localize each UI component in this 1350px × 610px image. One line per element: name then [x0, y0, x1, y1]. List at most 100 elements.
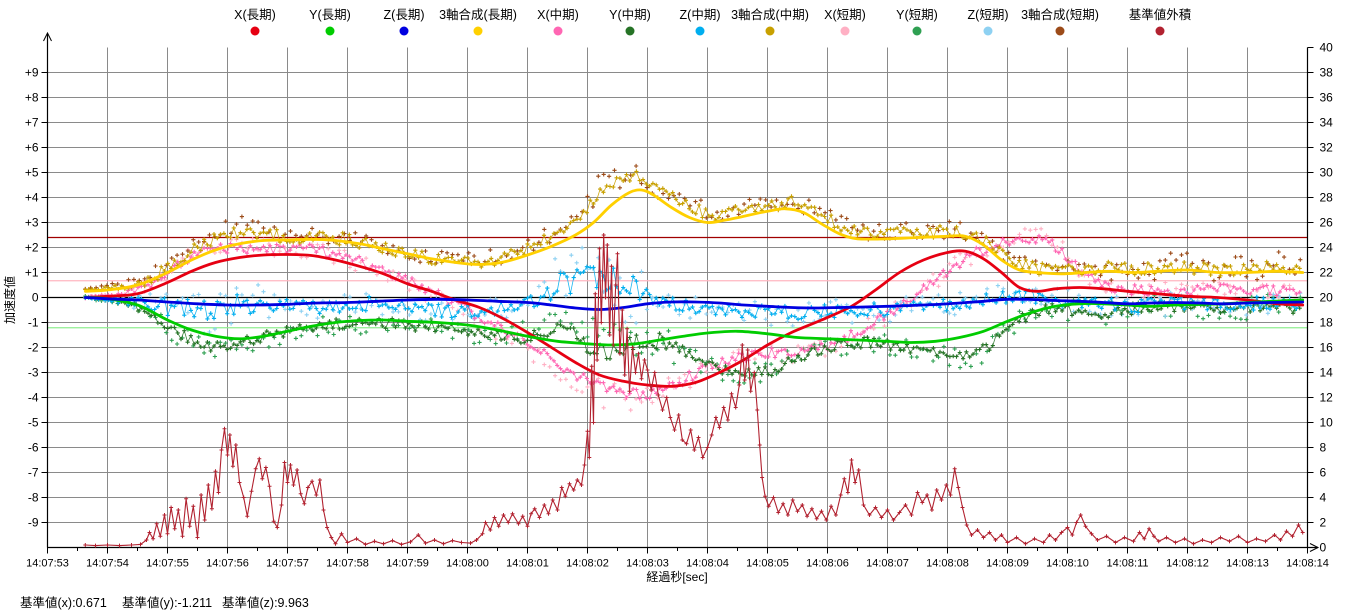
- right-tick-label: 28: [1320, 191, 1334, 205]
- legend-item-mag-mid: 3軸合成(中期): [731, 7, 809, 36]
- x-tick-label: 14:08:06: [806, 558, 849, 570]
- right-tick-label: 4: [1320, 491, 1327, 505]
- x-axis-title: 経過秒[sec]: [646, 570, 707, 584]
- left-tick-label: +4: [25, 191, 39, 205]
- legend-dot: [912, 26, 922, 36]
- base-value-x: 基準値(x):0.671: [20, 596, 107, 610]
- left-tick-label: +6: [25, 141, 39, 155]
- base-value-y: 基準値(y):-1.211: [122, 596, 213, 610]
- x-tick-label: 14:08:07: [866, 558, 909, 570]
- legend-dot: [553, 26, 563, 36]
- right-tick-label: 16: [1320, 341, 1334, 355]
- left-tick-label: -6: [28, 441, 39, 455]
- legend-dot: [1155, 26, 1165, 36]
- x-tick-label: 14:07:59: [386, 558, 429, 570]
- x-tick-label: 14:08:03: [626, 558, 669, 570]
- x-tick-label: 14:08:14: [1286, 558, 1329, 570]
- legend-dot: [983, 26, 993, 36]
- status-bar: 基準値(x):0.671 基準値(y):-1.211 基準値(z):9.963: [0, 592, 1350, 610]
- left-tick-label: 0: [32, 291, 39, 305]
- right-tick-label: 14: [1320, 366, 1334, 380]
- legend-item-x-short: X(短期): [824, 8, 866, 36]
- legend-item-y-short: Y(短期): [896, 8, 938, 36]
- right-tick-label: 34: [1320, 116, 1334, 130]
- right-tick-label: 2: [1320, 516, 1327, 530]
- x-tick-label: 14:07:54: [86, 558, 129, 570]
- right-tick-label: 22: [1320, 266, 1334, 280]
- legend-item-mag-short: 3軸合成(短期): [1021, 7, 1099, 36]
- legend-label: X(短期): [824, 8, 866, 22]
- x-tick-label: 14:08:09: [986, 558, 1029, 570]
- left-tick-label: +7: [25, 116, 39, 130]
- left-tick-label: +1: [25, 266, 39, 280]
- legend: X(短期) Y(短期) Z(短期) 3軸合成(短期) X(中期) Y(中期) Z(中期) 3軸…: [234, 7, 1192, 36]
- left-tick-label: -5: [28, 416, 39, 430]
- legend-label: Y(短期): [896, 8, 938, 22]
- x-tick-label: 14:08:13: [1226, 558, 1269, 570]
- x-tick-label: 14:07:57: [266, 558, 309, 570]
- right-tick-label: 10: [1320, 416, 1334, 430]
- right-tick-label: 0: [1320, 541, 1327, 555]
- left-tick-label: +3: [25, 216, 39, 230]
- legend-label: 3軸合成(長期): [439, 7, 517, 22]
- right-tick-label: 24: [1320, 241, 1334, 255]
- series-mag-long: [83, 188, 1305, 293]
- legend-dot: [625, 26, 635, 36]
- left-tick-label: +5: [25, 166, 39, 180]
- y-axis-title: 加速度値: [2, 276, 17, 324]
- x-tick-label: 14:08:12: [1166, 558, 1209, 570]
- right-tick-label: 26: [1320, 216, 1334, 230]
- right-tick-label: 18: [1320, 316, 1334, 330]
- legend-label: 基準値外積: [1129, 7, 1192, 22]
- legend-item-z-long: Z(長期): [384, 8, 424, 36]
- legend-dot: [399, 26, 409, 36]
- legend-dot: [765, 26, 775, 36]
- right-tick-label: 32: [1320, 141, 1334, 155]
- legend-label: 3軸合成(短期): [1021, 7, 1099, 22]
- legend-dot: [250, 26, 260, 36]
- right-tick-label: 12: [1320, 391, 1334, 405]
- legend-item-z-mid: Z(中期): [680, 7, 721, 36]
- left-tick-label: -4: [28, 391, 39, 405]
- right-tick-label: 6: [1320, 466, 1327, 480]
- x-tick-label: 14:07:53: [26, 558, 69, 570]
- left-tick-label: +9: [25, 66, 39, 80]
- legend-item-y-mid: Y(中期): [609, 7, 651, 36]
- left-tick-label: -2: [28, 341, 39, 355]
- legend-item-x-long: X(長期): [234, 8, 276, 36]
- series-cross-product: [83, 233, 1305, 548]
- left-tick-label: -9: [28, 516, 39, 530]
- x-tick-label: 14:08:00: [446, 558, 489, 570]
- legend-label: 3軸合成(中期): [731, 7, 809, 22]
- legend-dot: [1055, 26, 1065, 36]
- x-tick-label: 14:08:11: [1106, 558, 1148, 570]
- legend-item-x-mid: X(中期): [537, 7, 579, 36]
- right-tick-label: 20: [1320, 291, 1334, 305]
- legend-label: Y(長期): [309, 8, 351, 22]
- legend-item-mag-long: 3軸合成(長期): [439, 7, 517, 36]
- right-tick-label: 36: [1320, 91, 1334, 105]
- left-tick-label: +8: [25, 91, 39, 105]
- legend-label: X(中期): [537, 7, 579, 22]
- x-tick-label: 14:07:56: [206, 558, 249, 570]
- x-tick-label: 14:08:04: [686, 558, 729, 570]
- left-tick-label: +2: [25, 241, 39, 255]
- axes: [41, 31, 1320, 554]
- legend-dot: [840, 26, 850, 36]
- right-tick-label: 40: [1320, 41, 1334, 55]
- legend-label: Z(中期): [680, 7, 721, 22]
- left-tick-label: -7: [28, 466, 39, 480]
- right-tick-label: 8: [1320, 441, 1327, 455]
- x-tick-label: 14:07:55: [146, 558, 189, 570]
- legend-item-y-long: Y(長期): [309, 8, 351, 36]
- x-tick-label: 14:08:08: [926, 558, 969, 570]
- x-tick-label: 14:08:02: [566, 558, 609, 570]
- legend-label: X(長期): [234, 8, 276, 22]
- legend-item-z-short: Z(短期): [968, 8, 1009, 36]
- legend-item-cross-product: 基準値外積: [1129, 7, 1192, 36]
- legend-label: Z(短期): [968, 8, 1009, 22]
- series-x-mid: [83, 233, 1302, 401]
- x-tick-label: 14:07:58: [326, 558, 369, 570]
